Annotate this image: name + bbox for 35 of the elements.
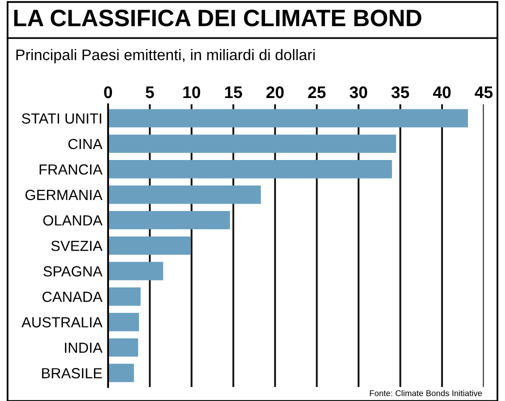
chart-subtitle: Principali Paesi emittenti, in miliardi di dollari: [16, 49, 315, 64]
y-tick-label: OLANDA: [43, 215, 102, 226]
y-tick-label: BRASILE: [42, 368, 102, 378]
y-tick-label: SPAGNA: [43, 266, 102, 277]
y-tick-label: CANADA: [42, 292, 102, 302]
bar: [108, 186, 261, 204]
bar: [108, 287, 141, 306]
bar: [108, 312, 139, 332]
y-tick-label: INDIA: [64, 342, 102, 353]
x-tick-label: 20: [266, 86, 284, 98]
bar: [108, 134, 396, 153]
x-tick-label: 35: [391, 86, 410, 98]
x-tick-label: 10: [183, 86, 200, 98]
bar: [108, 364, 134, 382]
bar: [108, 210, 230, 230]
x-tick-label: 40: [433, 86, 451, 98]
y-tick-label: CINA: [68, 138, 102, 150]
bar: [108, 262, 164, 280]
x-tick-label: 45: [474, 86, 493, 98]
chart-title: LA CLASSIFICA DEI CLIMATE BOND: [14, 10, 422, 26]
y-tick-label: GERMANIA: [25, 190, 102, 200]
x-tick-label: 15: [225, 86, 242, 98]
y-tick-label: SVEZIA: [51, 240, 102, 252]
bar: [108, 160, 392, 178]
y-tick-label: FRANCIA: [40, 164, 102, 175]
x-tick-label: 30: [350, 86, 368, 98]
y-tick-label: STATI UNITI: [22, 113, 102, 124]
bar: [108, 236, 191, 255]
x-tick-label: 5: [146, 86, 154, 98]
bar: [108, 338, 138, 357]
x-tick-label: 25: [308, 86, 326, 98]
x-tick-label: 0: [104, 86, 112, 98]
y-tick-label: AUSTRALIA: [22, 317, 102, 328]
source-note: Fonte: Climate Bonds Initiative: [370, 390, 482, 396]
bar: [108, 109, 468, 128]
